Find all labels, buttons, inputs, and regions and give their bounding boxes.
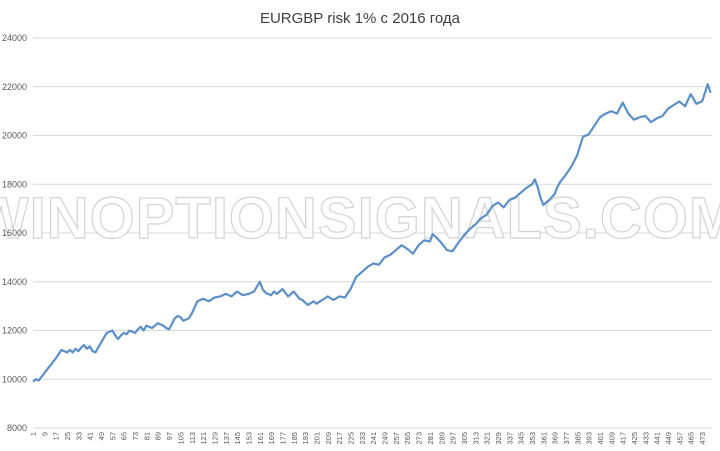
x-tick-label: 409 <box>607 432 616 445</box>
y-axis-tick-labels: 8000 10000 12000 14000 16000 18000 20000 22000 2… <box>2 33 27 433</box>
x-tick-label: 161 <box>256 432 265 445</box>
x-axis-tick-labels: 1 9 17 25 33 41 49 57 65 73 81 89 97 105 113 121 129 137 1… <box>29 432 707 445</box>
y-tick-label: 16000 <box>2 228 27 238</box>
x-tick-label: 89 <box>154 432 163 440</box>
y-tick-label: 18000 <box>2 179 27 189</box>
x-tick-label: 121 <box>199 432 208 445</box>
x-tick-label: 313 <box>471 432 480 445</box>
x-tick-label: 473 <box>698 432 707 445</box>
x-tick-label: 385 <box>573 432 582 445</box>
x-tick-label: 225 <box>347 432 356 445</box>
x-tick-label: 433 <box>641 432 650 445</box>
x-tick-label: 233 <box>358 432 367 445</box>
x-tick-label: 441 <box>653 432 662 445</box>
y-tick-label: 14000 <box>2 277 27 287</box>
x-tick-label: 377 <box>562 432 571 445</box>
x-tick-label: 153 <box>244 432 253 445</box>
x-tick-label: 9 <box>40 432 49 436</box>
x-tick-label: 33 <box>74 432 83 440</box>
x-tick-label: 393 <box>585 432 594 445</box>
y-tick-label: 22000 <box>2 82 27 92</box>
x-tick-label: 105 <box>176 432 185 445</box>
x-tick-label: 297 <box>449 432 458 445</box>
x-tick-label: 57 <box>108 432 117 440</box>
y-tick-label: 24000 <box>2 33 27 43</box>
series-layer <box>32 83 712 383</box>
x-tick-label: 401 <box>596 432 605 445</box>
x-tick-label: 81 <box>142 432 151 440</box>
x-tick-label: 65 <box>120 432 129 440</box>
gridlines <box>33 37 712 429</box>
x-tick-label: 97 <box>165 432 174 440</box>
x-tick-label: 281 <box>426 432 435 445</box>
x-tick-label: 113 <box>188 432 197 444</box>
x-tick-label: 241 <box>369 432 378 445</box>
y-tick-label: 10000 <box>2 374 27 384</box>
x-tick-label: 209 <box>324 432 333 445</box>
y-tick-label: 20000 <box>2 131 27 141</box>
x-tick-label: 265 <box>403 432 412 445</box>
x-tick-label: 49 <box>97 432 106 440</box>
x-tick-label: 145 <box>233 432 242 445</box>
x-tick-label: 337 <box>505 432 514 445</box>
x-tick-label: 25 <box>63 432 72 440</box>
watermark-text: WINOPTIONSIGNALS.COM <box>0 186 720 251</box>
x-tick-label: 329 <box>494 432 503 445</box>
x-tick-label: 137 <box>222 432 231 445</box>
x-tick-label: 41 <box>86 432 95 440</box>
chart-title: EURGBP risk 1% с 2016 года <box>259 10 461 27</box>
x-tick-label: 249 <box>381 432 390 445</box>
x-tick-label: 169 <box>267 432 276 445</box>
x-tick-label: 305 <box>460 432 469 445</box>
x-tick-label: 425 <box>630 432 639 445</box>
x-tick-label: 201 <box>313 432 322 445</box>
x-tick-label: 457 <box>675 432 684 445</box>
x-tick-label: 289 <box>437 432 446 445</box>
x-tick-label: 1 <box>29 432 38 436</box>
x-tick-label: 449 <box>664 432 673 445</box>
y-tick-label: 8000 <box>7 423 27 433</box>
x-tick-label: 321 <box>483 432 492 445</box>
y-tick-label: 12000 <box>2 326 27 336</box>
x-tick-label: 353 <box>528 432 537 445</box>
x-tick-label: 129 <box>210 432 219 445</box>
x-tick-label: 273 <box>415 432 424 445</box>
x-tick-label: 217 <box>335 432 344 445</box>
x-tick-label: 417 <box>619 432 628 445</box>
x-tick-label: 257 <box>392 432 401 445</box>
x-tick-label: 177 <box>278 432 287 445</box>
x-tick-label: 17 <box>52 432 61 440</box>
x-tick-label: 361 <box>539 432 548 445</box>
x-tick-label: 465 <box>687 432 696 445</box>
x-tick-label: 185 <box>290 432 299 445</box>
x-tick-label: 345 <box>517 432 526 445</box>
series-line-1 <box>32 83 712 383</box>
x-tick-label: 193 <box>301 432 310 445</box>
watermark: WINOPTIONSIGNALS.COM <box>0 185 720 251</box>
x-tick-label: 73 <box>131 432 140 440</box>
x-tick-label: 369 <box>551 432 560 445</box>
